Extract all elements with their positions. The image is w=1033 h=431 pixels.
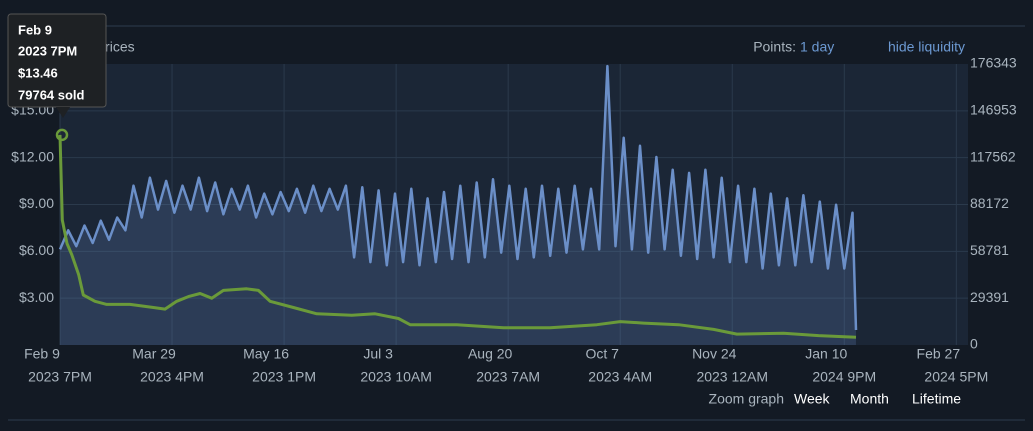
x-tick-sublabel: 2023 1PM [252, 369, 316, 385]
x-tick-sublabel: 2023 12AM [696, 369, 768, 385]
zoom-label: Zoom graph [709, 391, 784, 407]
x-tick-label: Feb 27 [917, 346, 961, 362]
hover-point [55, 128, 69, 142]
x-tick-sublabel: 2023 7PM [28, 369, 92, 385]
x-tick-label: Jul 3 [363, 346, 393, 362]
volume-area [60, 66, 856, 345]
y-tick-label: $12.00 [11, 148, 54, 164]
x-tick-sublabel: 2023 4AM [588, 369, 652, 385]
hide-liquidity[interactable]: hide liquidity [888, 39, 965, 55]
points-label: Points: [753, 39, 796, 55]
points-value[interactable]: 1 day [800, 39, 834, 55]
y2-tick-label: 176343 [970, 55, 1017, 71]
x-tick-label: May 16 [243, 346, 289, 362]
y-tick-label: $3.00 [19, 289, 54, 305]
x-tick-sublabel: 2024 9PM [812, 369, 876, 385]
marks [55, 64, 858, 345]
tooltip-pointer [56, 107, 70, 118]
tooltip-time: 2023 7PM [18, 43, 77, 58]
y2-tick-label: 88172 [970, 195, 1009, 211]
y2-tick-label: 117562 [970, 148, 1016, 164]
x-tick-label: Feb 9 [24, 346, 60, 362]
tooltip-sold: 79764 sold [18, 87, 85, 102]
x-tick-sublabel: 2023 4PM [140, 369, 204, 385]
y2-tick-label: 146953 [970, 102, 1017, 118]
x-tick-label: Oct 7 [585, 346, 619, 362]
y-tick-label: $6.00 [19, 242, 54, 258]
zoom-month[interactable]: Month [850, 391, 889, 407]
volume-line [58, 64, 858, 331]
x-tick-sublabel: 2024 5PM [924, 369, 988, 385]
tooltip-price: $13.46 [18, 65, 58, 80]
zoom-lifetime[interactable]: Lifetime [912, 391, 961, 407]
x-tick-label: Aug 20 [468, 346, 513, 362]
y-tick-label: $9.00 [19, 195, 54, 211]
tooltip: Feb 9 2023 7PM $13.46 79764 sold [7, 13, 107, 118]
x-tick-label: Mar 29 [132, 346, 176, 362]
tooltip-date: Feb 9 [18, 22, 52, 37]
x-tick-label: Jan 10 [805, 346, 847, 362]
zoom-week[interactable]: Week [794, 391, 831, 407]
x-tick-sublabel: 2023 7AM [476, 369, 540, 385]
price-line [58, 134, 857, 339]
y2-tick-label: 0 [970, 336, 978, 352]
x-tick-label: Nov 24 [692, 346, 737, 362]
x-tick-sublabel: 2023 10AM [360, 369, 432, 385]
y2-tick-label: 29391 [970, 289, 1009, 305]
y2-tick-label: 58781 [970, 242, 1009, 258]
